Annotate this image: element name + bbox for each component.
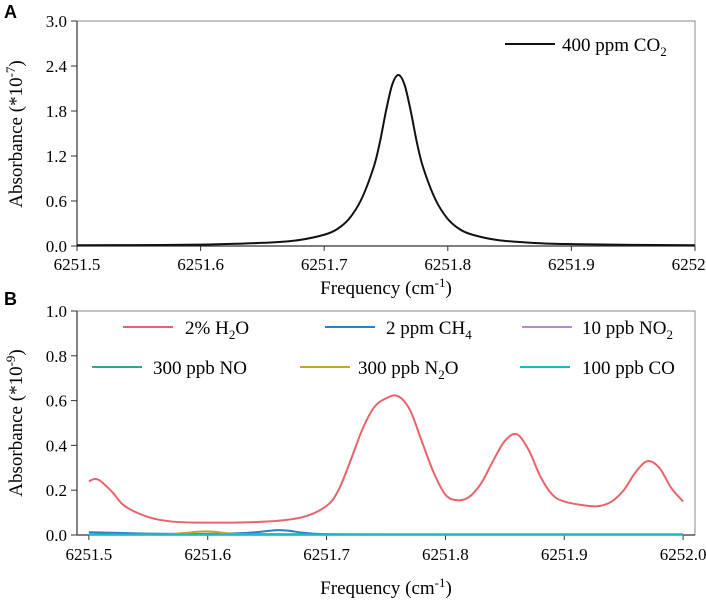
series-line-2-h2o xyxy=(89,395,683,522)
legend-label-no2: 10 ppb NO2 xyxy=(582,318,673,342)
panel-a-y-label-end: ) xyxy=(6,60,27,66)
panel-b-y-label-end: ) xyxy=(6,349,27,355)
series-line-400-ppm-co2 xyxy=(77,75,695,245)
y-tick-label: 1.8 xyxy=(46,102,67,121)
legend-label-ch4: 2 ppm CH4 xyxy=(386,318,472,342)
legend-label-ch4-sub: 4 xyxy=(465,327,472,342)
panel-b-y-label-exp: -9 xyxy=(3,356,18,367)
x-tick-label: 6252.0 xyxy=(672,255,706,274)
y-tick-label: 0.0 xyxy=(46,526,67,545)
panel-a-y-label: Absorbance (*10-7) xyxy=(3,60,27,208)
panel-b-y-label-main: Absorbance (*10 xyxy=(6,366,27,496)
x-tick-label: 6251.6 xyxy=(184,545,231,564)
legend-label-co2-main: 400 ppm CO xyxy=(562,35,660,56)
legend-label-h2o-main: 2% H xyxy=(185,318,229,339)
x-tick-label: 6251.6 xyxy=(177,255,224,274)
y-tick-label: 2.4 xyxy=(46,57,68,76)
x-tick-label: 6251.9 xyxy=(548,255,595,274)
panel-b-x-label: Frequency (cm-1) xyxy=(320,575,452,599)
panel-b-frame xyxy=(77,311,695,535)
panel-b-y-label: Absorbance (*10-9) xyxy=(3,349,27,497)
panel-a-y-label-main: Absorbance (*10 xyxy=(6,77,27,207)
panel-a-y-ticks: 0.0 0.6 1.2 1.8 2.4 3.0 xyxy=(46,12,77,256)
legend-label-n2o-end: O xyxy=(445,358,459,379)
panel-a-letter: A xyxy=(4,2,17,22)
x-tick-label: 6252.0 xyxy=(660,545,706,564)
y-tick-label: 0.4 xyxy=(46,436,68,455)
legend-label-h2o: 2% H2O xyxy=(185,318,249,342)
y-tick-label: 0.6 xyxy=(46,192,67,211)
legend-label-n2o-main: 300 ppb N xyxy=(358,358,439,379)
x-tick-label: 6251.5 xyxy=(54,255,101,274)
x-tick-label: 6251.7 xyxy=(303,545,350,564)
panel-b-letter: B xyxy=(4,289,17,309)
panel-b-x-label-exp: -1 xyxy=(435,575,446,590)
legend-label-no2-sub: 2 xyxy=(666,327,673,342)
x-tick-label: 6251.5 xyxy=(66,545,113,564)
panel-b-legend: 2% H2O 2 ppm CH4 10 ppb NO2 300 ppb NO 3… xyxy=(92,318,675,382)
legend-label-co-main: 100 ppb CO xyxy=(582,358,675,379)
panel-a-x-ticks: 6251.5 6251.6 6251.7 6251.8 6251.9 6252.0 xyxy=(54,246,706,274)
panel-b-y-ticks: 0.0 0.2 0.4 0.6 0.8 1.0 xyxy=(46,302,77,545)
y-tick-label: 0.2 xyxy=(46,481,67,500)
y-tick-label: 1.0 xyxy=(46,302,67,321)
legend-label-co: 100 ppb CO xyxy=(582,358,675,379)
y-tick-label: 3.0 xyxy=(46,12,67,31)
panel-b-series xyxy=(89,395,683,534)
legend-label-h2o-end: O xyxy=(235,318,249,339)
y-tick-label: 0.6 xyxy=(46,392,67,411)
y-tick-label: 0.8 xyxy=(46,347,67,366)
panel-a-series xyxy=(77,75,695,245)
panel-a-legend: 400 ppm CO2 xyxy=(505,35,667,59)
legend-label-co2: 400 ppm CO2 xyxy=(562,35,667,59)
x-tick-label: 6251.8 xyxy=(422,545,469,564)
panel-b-x-ticks: 6251.5 6251.6 6251.7 6251.8 6251.9 6252.0 xyxy=(66,535,706,564)
panel-a-x-label-main: Frequency (cm xyxy=(320,278,435,299)
legend-label-no-main: 300 ppb NO xyxy=(153,358,247,379)
panel-a-x-label: Frequency (cm-1) xyxy=(320,275,452,299)
legend-label-no: 300 ppb NO xyxy=(153,358,247,379)
x-tick-label: 6251.7 xyxy=(301,255,348,274)
legend-label-co2-sub: 2 xyxy=(660,44,667,59)
y-tick-label: 0.0 xyxy=(46,237,67,256)
panel-a-x-label-end: ) xyxy=(446,278,452,299)
legend-label-no2-main: 10 ppb NO xyxy=(582,318,666,339)
panel-a-x-label-exp: -1 xyxy=(435,275,446,290)
x-tick-label: 6251.8 xyxy=(424,255,471,274)
panel-b-x-label-end: ) xyxy=(446,578,452,599)
x-tick-label: 6251.9 xyxy=(541,545,588,564)
panel-b-x-label-main: Frequency (cm xyxy=(320,578,435,599)
legend-label-n2o: 300 ppb N2O xyxy=(358,358,458,382)
y-tick-label: 1.2 xyxy=(46,147,67,166)
legend-label-ch4-main: 2 ppm CH xyxy=(386,318,465,339)
panel-a-y-label-exp: -7 xyxy=(3,66,18,77)
